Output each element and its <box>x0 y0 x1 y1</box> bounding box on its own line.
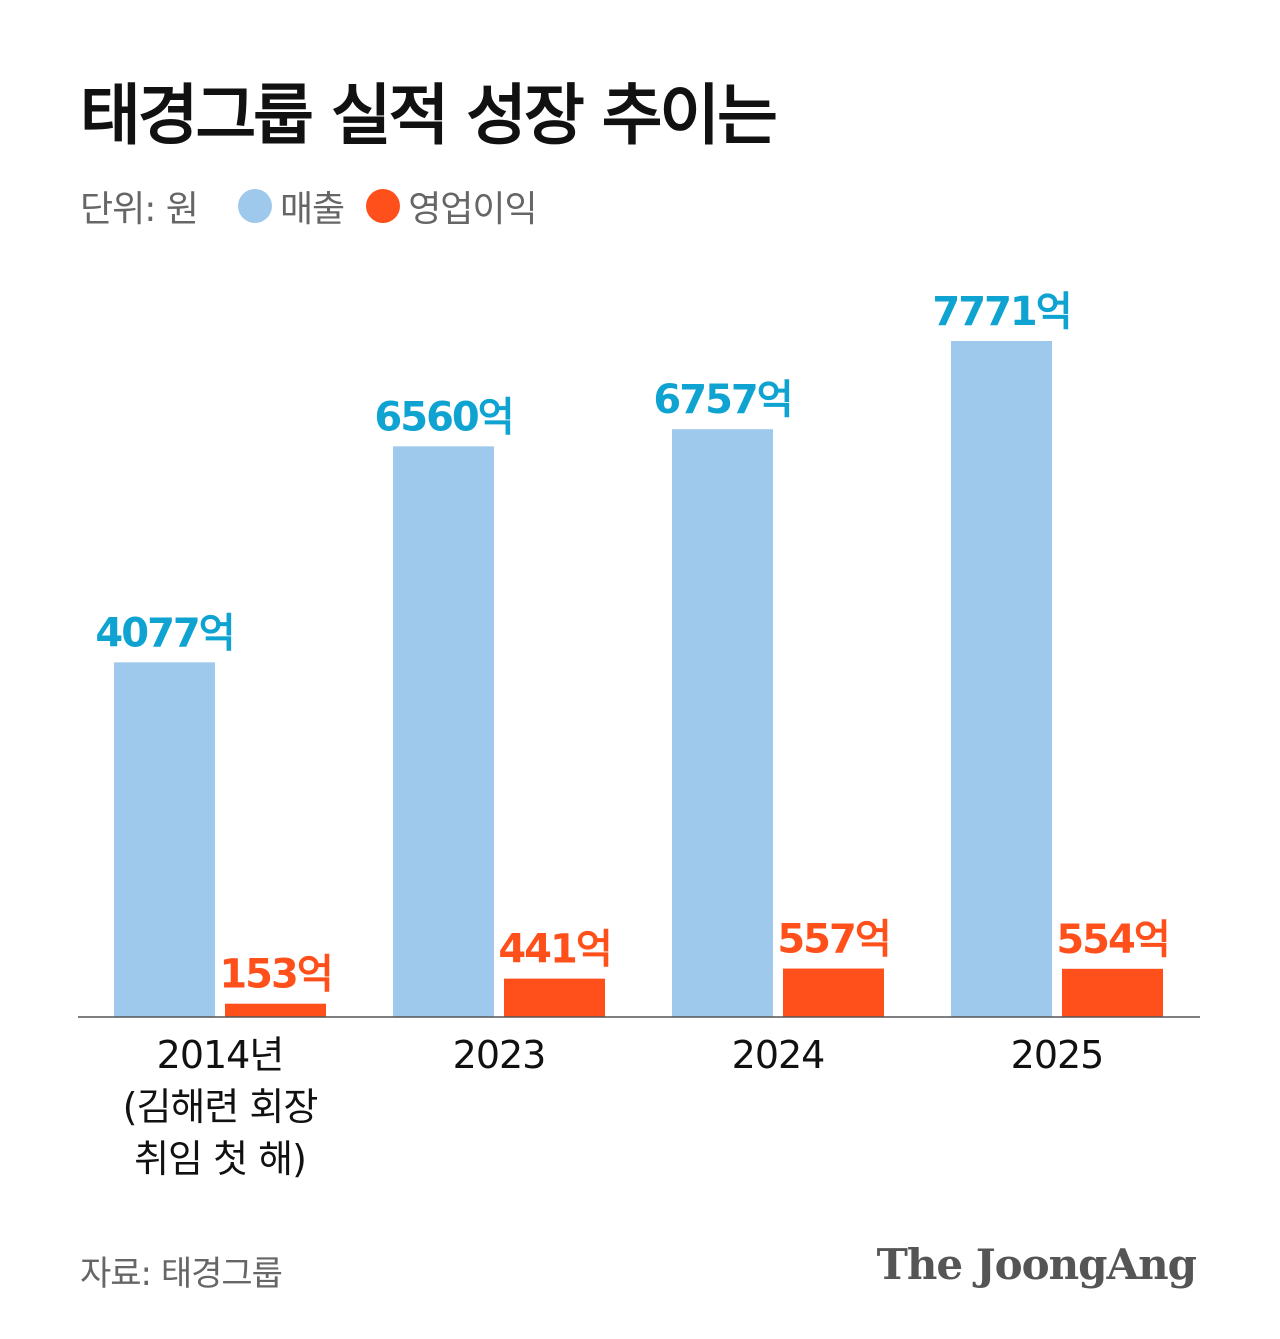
bar-revenue-2 <box>393 446 494 1018</box>
bar-profit-3 <box>783 968 884 1017</box>
x-tick-label-1: 2014년 (김해련 회장 취임 첫 해) <box>123 1033 318 1181</box>
value-label-profit-3: 557억 <box>777 917 889 963</box>
source-note: 자료: 태경그룹 <box>80 1254 283 1294</box>
bar-revenue-4 <box>951 341 1052 1017</box>
x-tick-label-2: 2023 <box>453 1033 546 1077</box>
legend-item-revenue: 매출 <box>237 180 345 232</box>
brand-logo: The JoongAng <box>876 1240 1197 1289</box>
value-label-profit-1: 153억 <box>219 952 331 998</box>
bar-revenue-3 <box>672 429 773 1017</box>
bar-revenue-1 <box>114 662 215 1017</box>
profit-dot-icon <box>366 189 401 223</box>
chart-title: 태경그룹 실적 성장 추이는 <box>80 77 778 154</box>
x-tick-label-3: 2024 <box>732 1033 825 1077</box>
legend-profit-label: 영업이익 <box>408 189 537 230</box>
x-tick-label-4: 2025 <box>1011 1033 1104 1077</box>
legend: 단위: 원 매출 영업이익 <box>80 180 559 232</box>
value-label-revenue-1: 4077억 <box>95 610 233 656</box>
value-label-profit-4: 554억 <box>1056 917 1168 963</box>
legend-revenue-label: 매출 <box>279 189 345 230</box>
legend-item-profit: 영업이익 <box>366 180 538 232</box>
value-label-profit-2: 441억 <box>498 927 610 973</box>
value-label-revenue-4: 7771억 <box>932 289 1070 335</box>
bar-profit-2 <box>504 978 605 1017</box>
value-label-revenue-2: 6560억 <box>374 394 512 440</box>
value-label-revenue-3: 6757억 <box>653 377 791 423</box>
revenue-dot-icon <box>237 189 272 223</box>
bar-profit-4 <box>1062 968 1163 1017</box>
unit-label: 단위: 원 <box>80 189 199 230</box>
bar-profit-1 <box>225 1003 326 1017</box>
